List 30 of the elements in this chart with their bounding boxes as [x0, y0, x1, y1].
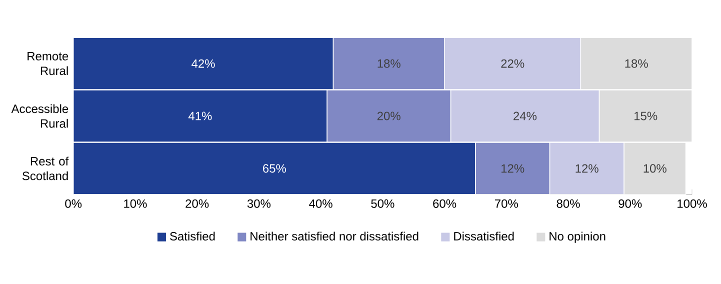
x-tick-label: 80% — [556, 199, 580, 208]
data-label: 65% — [263, 164, 286, 173]
x-tick-label: 40% — [309, 199, 332, 208]
legend-label: Satisfied — [170, 232, 215, 241]
x-tick-label: 90% — [618, 199, 642, 208]
y-tick-label: Accessible Rural — [11, 104, 68, 128]
y-tick-label: Rest of Scotland — [22, 156, 69, 180]
legend-label: Dissatisfied — [454, 232, 514, 241]
data-label: 12% — [502, 164, 524, 173]
x-tick-label: 100% — [678, 199, 707, 208]
legend-label: Neither satisfied nor dissatisfied — [250, 232, 418, 241]
data-label: 20% — [377, 112, 400, 120]
y-tick-label: Remote Rural — [28, 52, 68, 76]
data-label: 18% — [378, 59, 400, 68]
x-tick-label: 10% — [124, 199, 147, 208]
x-tick-label: 30% — [247, 199, 271, 208]
x-tick-label: 0% — [65, 199, 82, 208]
data-label: 24% — [514, 112, 537, 120]
x-tick-label: 70% — [495, 199, 518, 208]
data-label: 41% — [188, 112, 212, 120]
data-label: 15% — [634, 112, 658, 120]
data-label: 22% — [501, 59, 524, 68]
x-tick-label: 50% — [371, 199, 394, 208]
data-label: 18% — [625, 59, 648, 68]
x-tick-label: 20% — [186, 199, 209, 208]
legend-label: No opinion — [550, 232, 606, 243]
data-label: 10% — [644, 164, 666, 173]
data-label: 12% — [576, 164, 598, 173]
data-label: 42% — [192, 59, 215, 68]
x-tick-label: 60% — [433, 199, 456, 208]
